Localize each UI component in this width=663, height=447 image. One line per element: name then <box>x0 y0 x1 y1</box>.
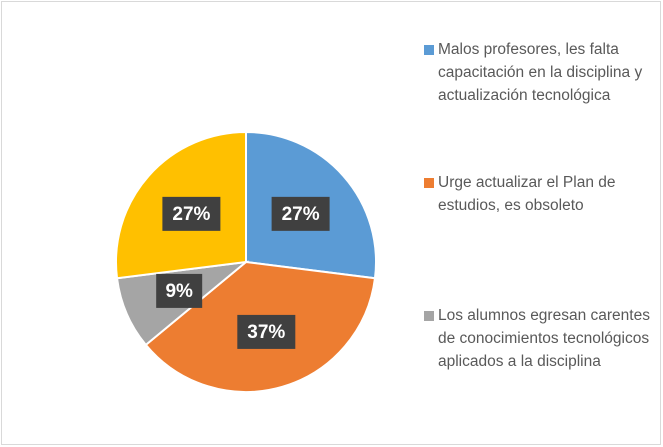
data-label-box <box>271 196 330 231</box>
data-label: 9% <box>165 281 193 302</box>
legend-entry: Urge actualizar el Plan de estudios, es … <box>424 171 660 217</box>
data-label-box <box>237 314 296 349</box>
legend-swatch <box>424 45 434 55</box>
data-label-box <box>156 273 203 308</box>
data-label: 27% <box>282 204 320 225</box>
legend-label: Urge actualizar el Plan de estudios, es … <box>438 174 616 214</box>
legend-swatch <box>424 178 434 188</box>
legend-entry: Los alumnos egresan carentes de conocimi… <box>424 304 660 373</box>
data-label: 37% <box>247 322 285 343</box>
data-label: 27% <box>172 204 210 225</box>
legend-entry: Malos profesores, les falta capacitación… <box>424 38 660 107</box>
legend-swatch <box>424 311 434 321</box>
legend-label: Los alumnos egresan carentes de conocimi… <box>438 307 650 370</box>
data-label-box <box>162 196 221 231</box>
legend-label: Malos profesores, les falta capacitación… <box>438 41 643 104</box>
